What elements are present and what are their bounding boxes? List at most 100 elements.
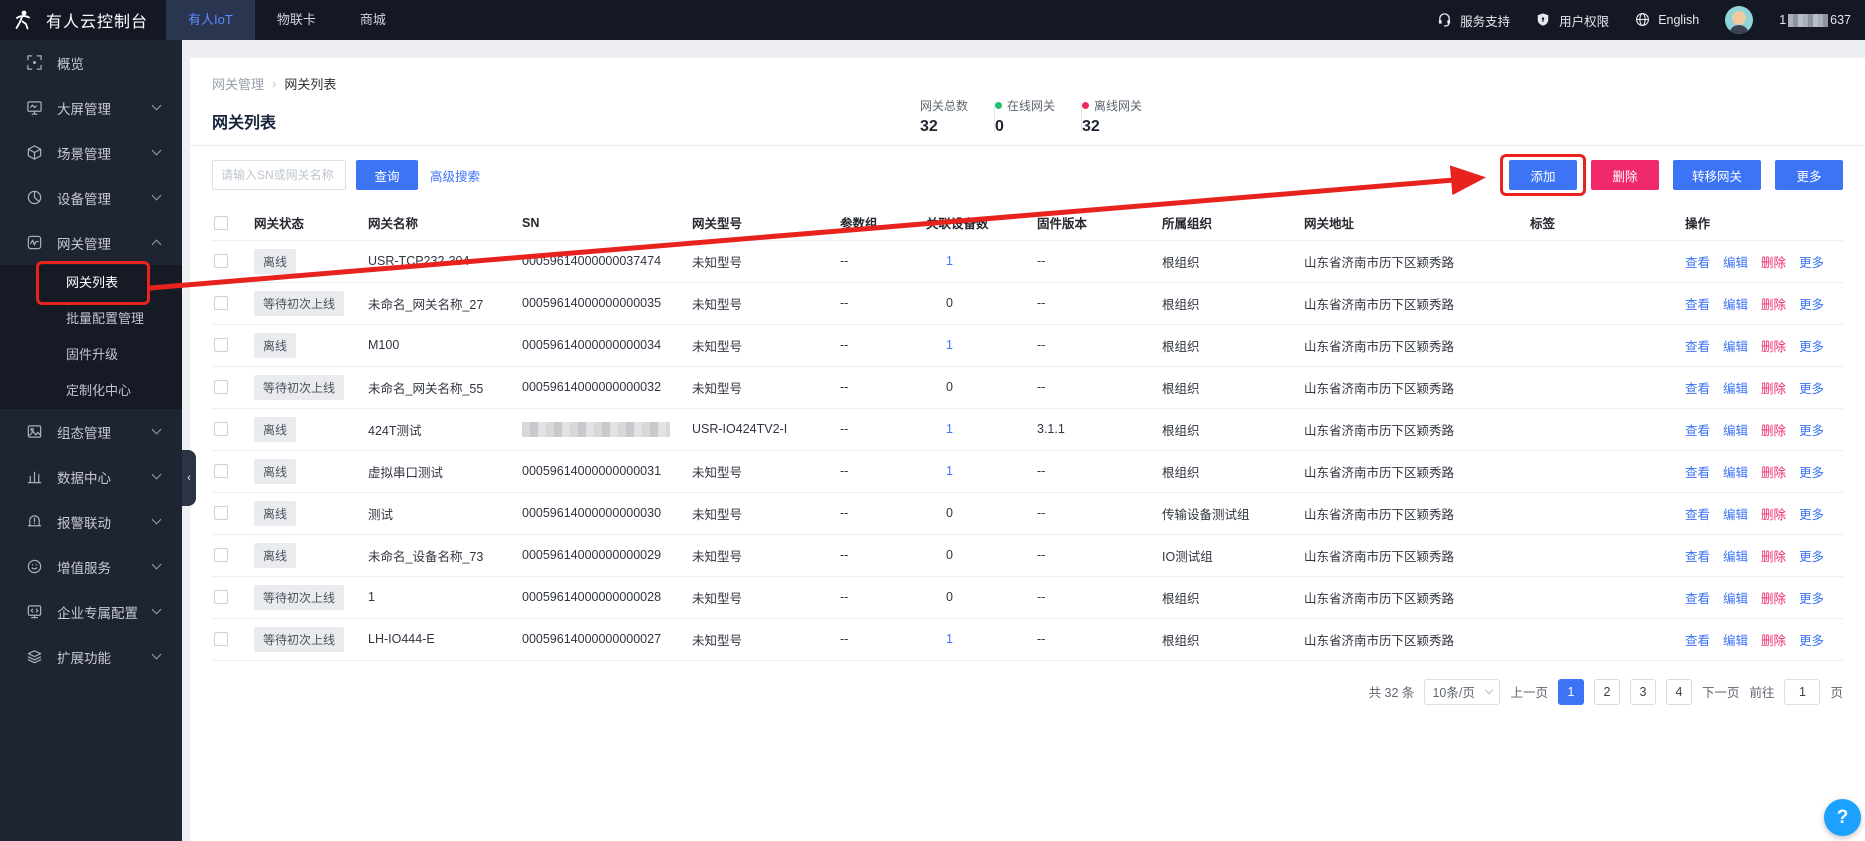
row-checkbox[interactable] <box>214 422 228 437</box>
query-button[interactable]: 查询 <box>356 160 418 190</box>
row-action-link[interactable]: 编辑 <box>1723 381 1749 396</box>
language-switch[interactable]: English <box>1635 12 1699 29</box>
row-action-link[interactable]: 更多 <box>1799 339 1825 354</box>
row-action-link[interactable]: 更多 <box>1799 381 1825 396</box>
page-number-3[interactable]: 3 <box>1629 678 1656 705</box>
sidebar-item-custom-center[interactable]: 定制化中心 <box>66 383 132 398</box>
sidebar-item-enterprise[interactable]: 企业专属配置 <box>0 589 182 634</box>
next-page-button[interactable]: 下一页 <box>1701 686 1740 700</box>
tab-iot-card[interactable]: 物联卡 <box>276 12 316 27</box>
row-action-link[interactable]: 更多 <box>1799 465 1825 480</box>
linked-device-count[interactable]: 1 <box>946 632 953 646</box>
tags <box>1528 449 1683 492</box>
sidebar-item-vas[interactable]: 增值服务 <box>0 544 182 589</box>
status-badge: 等待初次上线 <box>254 290 345 316</box>
row-action-link[interactable]: 更多 <box>1799 255 1825 270</box>
sidebar-item-batch-config[interactable]: 批量配置管理 <box>66 311 145 326</box>
row-action-delete[interactable]: 删除 <box>1761 507 1787 522</box>
select-all-checkbox[interactable] <box>214 216 228 231</box>
breadcrumb-parent[interactable]: 网关管理 <box>212 77 265 92</box>
sidebar-item-gateway-list[interactable]: 网关列表 <box>0 261 182 305</box>
sidebar-collapse-handle[interactable]: ‹ <box>182 450 196 506</box>
row-action-link[interactable]: 编辑 <box>1723 297 1749 312</box>
delete-button[interactable]: 删除 <box>1591 160 1659 190</box>
row-action-link[interactable]: 编辑 <box>1723 507 1749 522</box>
advanced-search-link[interactable]: 高级搜索 <box>430 169 481 184</box>
row-action-link[interactable]: 更多 <box>1799 549 1825 564</box>
sidebar-item-overview[interactable]: 概览 <box>0 40 182 85</box>
row-checkbox[interactable] <box>214 338 228 353</box>
row-action-link[interactable]: 更多 <box>1799 297 1825 312</box>
row-action-delete[interactable]: 删除 <box>1761 633 1787 648</box>
transfer-gateway-button[interactable]: 转移网关 <box>1673 160 1761 190</box>
sidebar-item-scada[interactable]: 组态管理 <box>0 409 182 454</box>
sidebar-item-label: 组态管理 <box>57 425 111 441</box>
row-action-link[interactable]: 更多 <box>1799 507 1825 522</box>
row-action-link[interactable]: 查看 <box>1685 591 1711 606</box>
sidebar-item-extension[interactable]: 扩展功能 <box>0 634 182 679</box>
sidebar-item-alarm[interactable]: 报警联动 <box>0 499 182 544</box>
row-checkbox[interactable] <box>214 296 228 311</box>
linked-device-count[interactable]: 1 <box>946 254 953 268</box>
row-action-link[interactable]: 更多 <box>1799 591 1825 606</box>
row-action-link[interactable]: 编辑 <box>1723 633 1749 648</box>
row-action-link[interactable]: 查看 <box>1685 465 1711 480</box>
row-action-delete[interactable]: 删除 <box>1761 381 1787 396</box>
row-action-link[interactable]: 查看 <box>1685 423 1711 438</box>
row-action-link[interactable]: 更多 <box>1799 633 1825 648</box>
row-checkbox[interactable] <box>214 464 228 479</box>
row-action-link[interactable]: 查看 <box>1685 507 1711 522</box>
page-size-select[interactable]: 10条/页 <box>1424 678 1501 705</box>
sidebar-item-gateway[interactable]: 网关管理 <box>0 220 182 265</box>
goto-page-input[interactable] <box>1784 678 1821 705</box>
row-checkbox[interactable] <box>214 632 228 647</box>
row-action-delete[interactable]: 删除 <box>1761 591 1787 606</box>
user-permission-link[interactable]: 用户权限 <box>1536 11 1609 30</box>
row-action-link[interactable]: 编辑 <box>1723 465 1749 480</box>
row-action-link[interactable]: 查看 <box>1685 633 1711 648</box>
row-action-link[interactable]: 查看 <box>1685 339 1711 354</box>
sidebar-item-scene[interactable]: 场景管理 <box>0 130 182 175</box>
page-number-4[interactable]: 4 <box>1665 678 1692 705</box>
row-action-delete[interactable]: 删除 <box>1761 549 1787 564</box>
sidebar-item-firmware-upgrade[interactable]: 固件升级 <box>66 347 119 362</box>
sidebar-item-device[interactable]: 设备管理 <box>0 175 182 220</box>
more-button[interactable]: 更多 <box>1775 160 1843 190</box>
row-action-delete[interactable]: 删除 <box>1761 297 1787 312</box>
row-action-link[interactable]: 编辑 <box>1723 255 1749 270</box>
tab-usr-iot[interactable]: 有人IoT <box>166 0 255 40</box>
row-action-link[interactable]: 更多 <box>1799 423 1825 438</box>
help-button[interactable]: ? <box>1824 799 1861 836</box>
add-button[interactable]: 添加 <box>1500 154 1586 196</box>
sidebar-item-data-center[interactable]: 数据中心 <box>0 454 182 499</box>
device-icon <box>26 189 43 206</box>
row-checkbox[interactable] <box>214 590 228 605</box>
row-action-delete[interactable]: 删除 <box>1761 255 1787 270</box>
row-action-link[interactable]: 编辑 <box>1723 591 1749 606</box>
row-checkbox[interactable] <box>214 380 228 395</box>
linked-device-count[interactable]: 1 <box>946 422 953 436</box>
service-support-link[interactable]: 服务支持 <box>1437 11 1510 30</box>
row-checkbox[interactable] <box>214 548 228 563</box>
row-action-link[interactable]: 编辑 <box>1723 339 1749 354</box>
linked-device-count[interactable]: 1 <box>946 338 953 352</box>
row-action-link[interactable]: 查看 <box>1685 255 1711 270</box>
row-action-link[interactable]: 查看 <box>1685 297 1711 312</box>
row-action-delete[interactable]: 删除 <box>1761 339 1787 354</box>
row-checkbox[interactable] <box>214 254 228 269</box>
row-action-delete[interactable]: 删除 <box>1761 423 1787 438</box>
prev-page-button[interactable]: 上一页 <box>1510 686 1548 700</box>
page-number-1[interactable]: 1 <box>1557 678 1584 705</box>
sidebar-item-bigscreen[interactable]: 大屏管理 <box>0 85 182 130</box>
row-action-link[interactable]: 查看 <box>1685 549 1711 564</box>
row-action-link[interactable]: 编辑 <box>1723 549 1749 564</box>
row-action-link[interactable]: 查看 <box>1685 381 1711 396</box>
row-action-delete[interactable]: 删除 <box>1761 465 1787 480</box>
tab-mall[interactable]: 商城 <box>359 12 386 27</box>
row-checkbox[interactable] <box>214 506 228 521</box>
user-avatar[interactable] <box>1725 6 1754 34</box>
linked-device-count[interactable]: 1 <box>946 464 953 478</box>
row-action-link[interactable]: 编辑 <box>1723 423 1749 438</box>
search-input[interactable] <box>212 160 346 190</box>
page-number-2[interactable]: 2 <box>1593 678 1620 705</box>
